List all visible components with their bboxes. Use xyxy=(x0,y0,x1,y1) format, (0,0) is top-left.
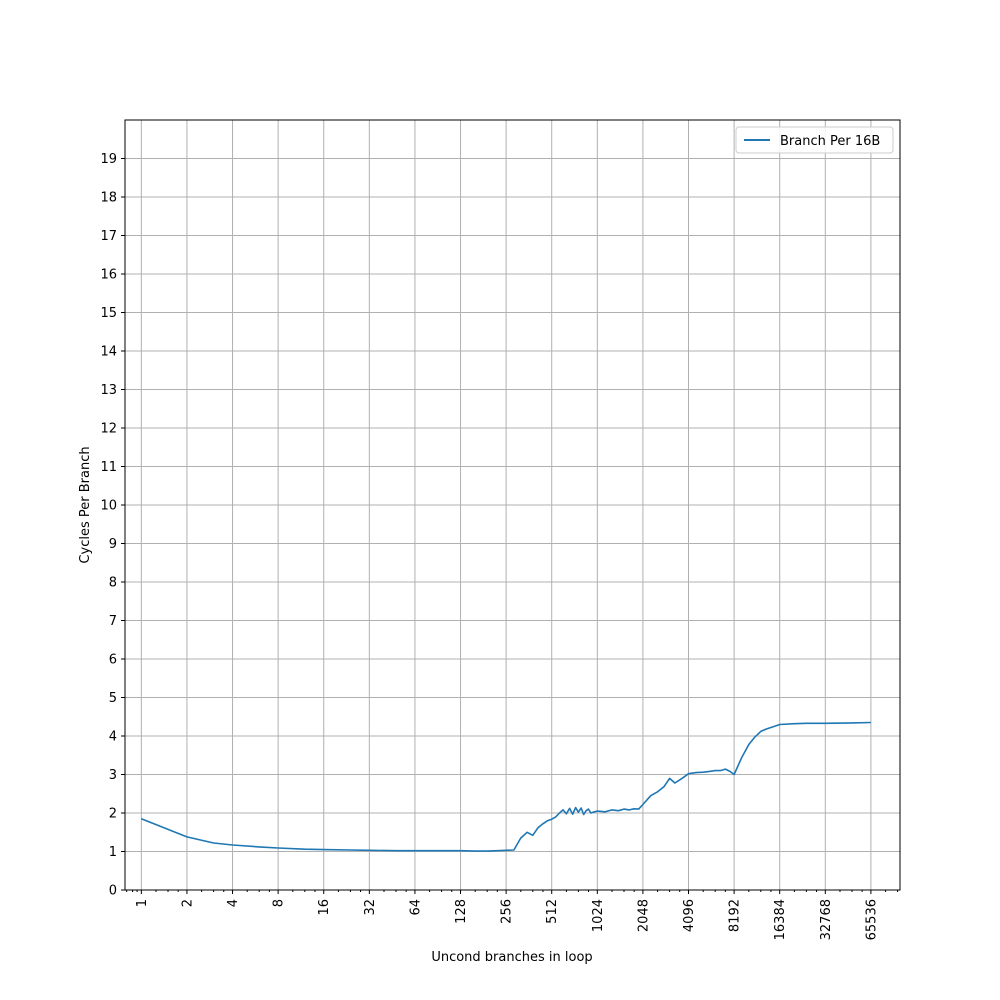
x-tick-label: 2048 xyxy=(636,899,651,932)
legend-box xyxy=(735,126,894,154)
y-tick-label: 10 xyxy=(100,499,117,514)
y-axis-label: Cycles Per Branch xyxy=(78,446,93,563)
x-tick-label: 128 xyxy=(454,899,469,924)
x-tick-label: 65536 xyxy=(864,899,879,940)
y-tick-label: 16 xyxy=(100,268,117,283)
y-tick-label: 2 xyxy=(109,807,117,822)
x-tick-label: 1024 xyxy=(591,899,606,932)
y-tick-label: 7 xyxy=(109,614,117,629)
y-tick-label: 0 xyxy=(109,884,117,899)
x-axis-ticks: 1 2 4 8 16 32 64 128 256 512 1024 2048 4096 8192 16384… xyxy=(135,890,879,940)
x-tick-label: 256 xyxy=(500,899,515,924)
x-tick-label: 1 xyxy=(135,899,150,907)
y-tick-label: 3 xyxy=(109,768,117,783)
y-tick-label: 11 xyxy=(100,460,117,475)
plot-frame xyxy=(124,119,901,891)
y-tick-label: 15 xyxy=(100,306,117,321)
series-layer xyxy=(141,721,871,852)
x-tick-label: 64 xyxy=(408,899,423,916)
x-axis-label: Uncond branches in loop xyxy=(431,950,592,965)
x-tick-label: 32 xyxy=(363,899,378,916)
x-tick-label: 16384 xyxy=(773,899,788,940)
series-line xyxy=(141,721,871,852)
grid xyxy=(125,120,900,891)
y-tick-label: 4 xyxy=(109,730,117,745)
y-tick-label: 8 xyxy=(109,576,117,591)
x-tick-label: 32768 xyxy=(819,899,834,940)
x-tick-label: 8 xyxy=(272,899,287,907)
y-tick-label: 14 xyxy=(100,345,117,360)
y-tick-label: 9 xyxy=(109,537,117,552)
x-tick-label: 4096 xyxy=(682,899,697,932)
y-tick-label: 1 xyxy=(109,845,117,860)
y-tick-label: 19 xyxy=(100,152,117,167)
x-tick-label: 512 xyxy=(545,899,560,924)
x-tick-label: 4 xyxy=(226,899,241,907)
y-tick-label: 12 xyxy=(100,422,117,437)
y-tick-label: 18 xyxy=(100,191,117,206)
legend-label: Branch Per 16B xyxy=(780,134,880,149)
y-tick-label: 17 xyxy=(100,229,117,244)
y-tick-label: 13 xyxy=(100,383,117,398)
legend: Branch Per 16B xyxy=(735,126,894,154)
x-tick-label: 16 xyxy=(317,899,332,916)
y-tick-label: 5 xyxy=(109,691,117,706)
x-tick-label: 8192 xyxy=(728,899,743,932)
y-tick-label: 6 xyxy=(109,653,117,668)
x-tick-label: 2 xyxy=(180,899,195,907)
